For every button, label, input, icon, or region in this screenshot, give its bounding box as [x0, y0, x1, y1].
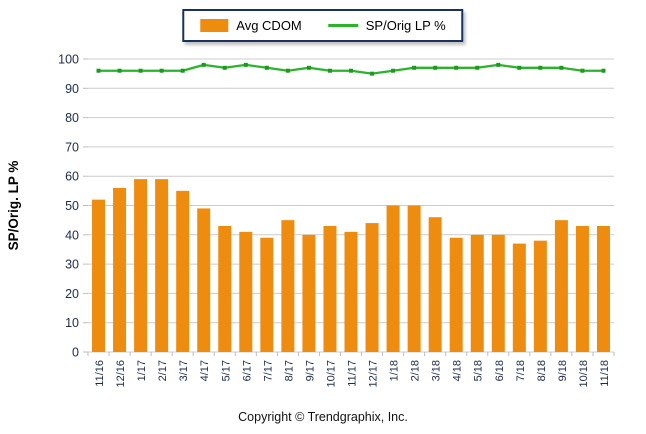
- line-marker-2/17: [159, 68, 164, 73]
- line-marker-3/17: [180, 68, 185, 73]
- y-tick-label: 90: [65, 82, 79, 96]
- bar-6/18: [491, 234, 505, 352]
- bar-5/17: [218, 226, 232, 352]
- line-marker-11/18: [601, 68, 606, 73]
- x-tick-label: 3/18: [431, 360, 443, 381]
- bar-4/18: [449, 237, 463, 352]
- legend-label: Avg CDOM: [236, 18, 302, 33]
- y-tick-label: 80: [65, 111, 79, 125]
- x-tick-label: 5/17: [220, 360, 232, 381]
- line-marker-12/17: [370, 71, 375, 76]
- bar-11/18: [596, 226, 610, 352]
- bar-7/18: [512, 243, 526, 352]
- bar-6/17: [239, 231, 253, 352]
- bar-5/18: [470, 234, 484, 352]
- bar-1/18: [386, 205, 400, 352]
- bar-9/18: [554, 220, 568, 352]
- x-tick-label: 12/16: [115, 360, 127, 388]
- bar-7/17: [260, 237, 274, 352]
- line-marker-5/17: [222, 65, 227, 70]
- line-marker-7/17: [264, 65, 269, 70]
- bar-2/18: [407, 205, 421, 352]
- x-tick-label: 11/16: [94, 360, 106, 387]
- line-swatch-icon: [327, 24, 358, 27]
- bar-2/17: [155, 179, 169, 352]
- bar-3/18: [428, 217, 442, 352]
- x-tick-label: 2/18: [410, 360, 422, 381]
- line-marker-8/18: [538, 65, 543, 70]
- bar-swatch-icon: [200, 19, 229, 32]
- line-marker-11/17: [349, 68, 353, 73]
- x-tick-label: 2/17: [157, 360, 169, 381]
- line-marker-3/18: [433, 65, 438, 70]
- x-tick-label: 11/18: [599, 360, 611, 387]
- bar-10/17: [323, 226, 337, 352]
- bar-11/16: [92, 199, 106, 352]
- x-tick-label: 8/18: [536, 360, 548, 381]
- bar-12/17: [365, 223, 379, 352]
- x-tick-label: 8/17: [283, 360, 295, 381]
- bar-3/17: [176, 190, 190, 352]
- x-tick-label: 3/17: [178, 360, 190, 381]
- line-marker-4/18: [454, 65, 459, 70]
- bar-11/17: [344, 231, 358, 352]
- y-tick-label: 0: [72, 346, 79, 360]
- line-marker-8/17: [285, 68, 290, 73]
- line-marker-6/17: [243, 62, 248, 67]
- x-tick-label: 6/17: [241, 360, 253, 381]
- copyright-text: Copyright © Trendgraphix, Inc.: [238, 410, 408, 424]
- x-tick-label: 9/18: [557, 360, 569, 381]
- bar-8/18: [533, 240, 547, 352]
- line-marker-2/18: [412, 65, 417, 70]
- legend-label: SP/Orig LP %: [365, 18, 446, 33]
- line-marker-5/18: [475, 65, 480, 70]
- line-marker-1/17: [138, 68, 143, 73]
- y-tick-label: 20: [65, 287, 79, 301]
- y-axis-title: SP/Orig. LP %: [6, 161, 21, 251]
- y-tick-label: 60: [65, 170, 79, 184]
- bar-8/17: [281, 220, 295, 352]
- line-marker-9/18: [559, 65, 564, 70]
- bar-10/18: [575, 226, 589, 352]
- y-tick-label: 50: [65, 199, 79, 213]
- x-tick-label: 9/17: [304, 360, 316, 381]
- x-tick-label: 7/17: [262, 360, 274, 381]
- x-tick-label: 1/18: [389, 360, 401, 381]
- x-tick-label: 4/18: [452, 360, 464, 381]
- legend-item-sp-orig-lp: SP/Orig LP %: [327, 18, 446, 33]
- y-tick-label: 100: [58, 53, 79, 67]
- chart-legend: Avg CDOM SP/Orig LP %: [182, 9, 464, 42]
- bar-9/17: [302, 234, 316, 352]
- x-tick-label: 5/18: [473, 360, 485, 381]
- line-marker-7/18: [517, 65, 522, 70]
- line-marker-9/17: [306, 65, 311, 70]
- line-marker-6/18: [496, 62, 501, 67]
- line-marker-11/16: [96, 68, 101, 73]
- y-tick-label: 10: [65, 316, 79, 330]
- line-marker-1/18: [391, 68, 396, 73]
- line-marker-4/17: [201, 62, 206, 67]
- y-tick-label: 30: [65, 258, 79, 272]
- line-marker-12/16: [117, 68, 122, 73]
- legend-item-avg-cdom: Avg CDOM: [200, 18, 302, 33]
- x-tick-label: 12/17: [368, 360, 380, 388]
- line-marker-10/18: [580, 68, 585, 73]
- bar-12/16: [113, 187, 127, 352]
- y-tick-label: 40: [65, 228, 79, 242]
- x-tick-label: 7/18: [515, 360, 527, 381]
- y-tick-label: 70: [65, 140, 79, 154]
- x-tick-label: 11/17: [347, 360, 359, 387]
- x-tick-label: 4/17: [199, 360, 211, 381]
- x-tick-label: 1/17: [136, 360, 148, 381]
- x-tick-label: 6/18: [494, 360, 506, 381]
- x-tick-label: 10/17: [325, 360, 337, 388]
- bar-1/17: [134, 179, 148, 352]
- bar-4/17: [197, 208, 211, 352]
- x-tick-label: 10/18: [578, 360, 590, 388]
- line-marker-10/17: [327, 68, 332, 73]
